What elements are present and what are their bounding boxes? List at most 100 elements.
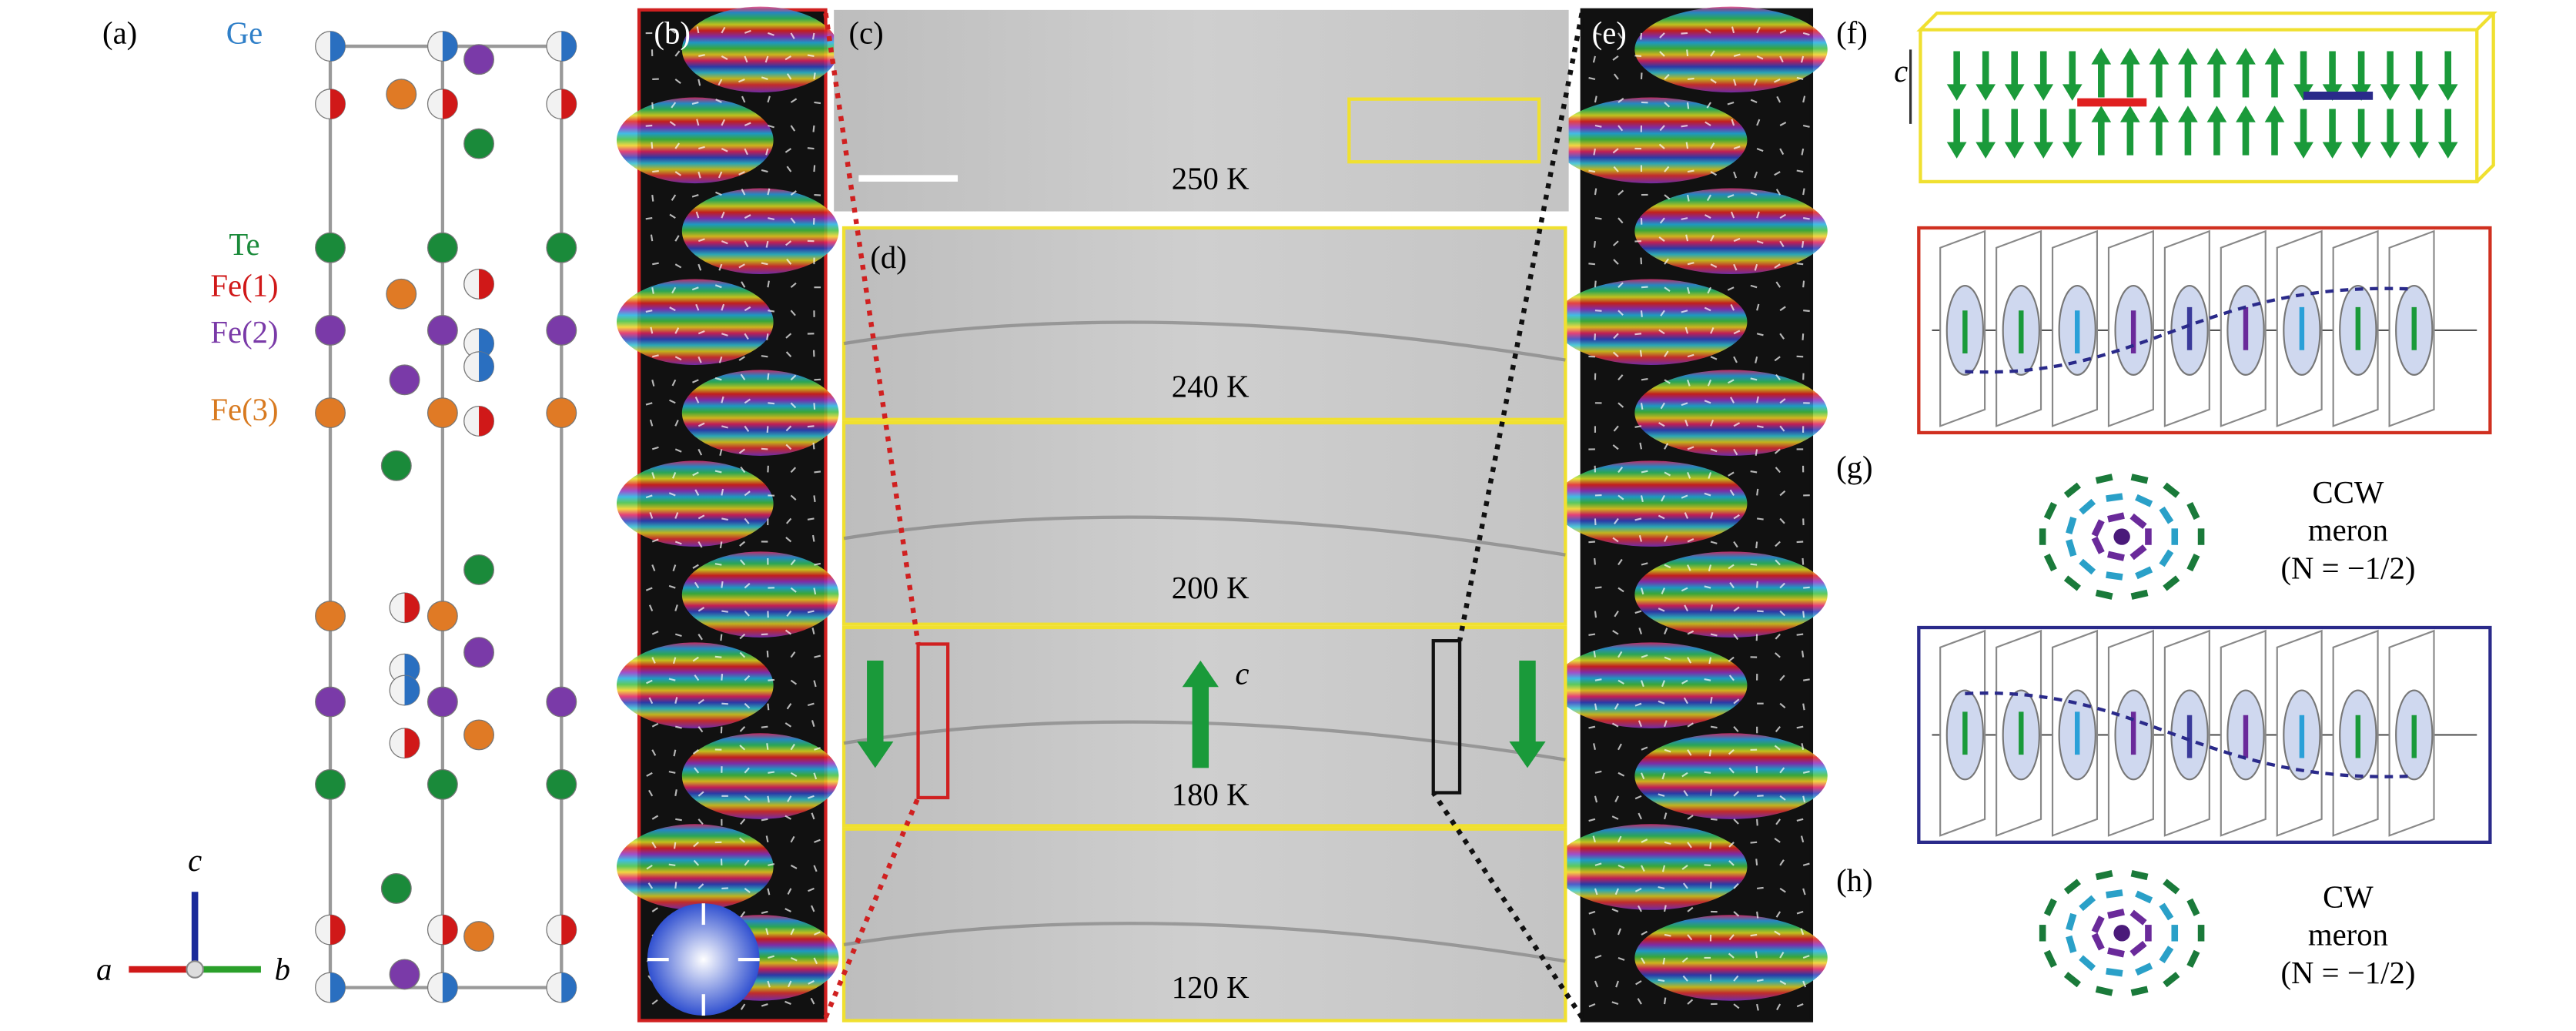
spin-arrow <box>1775 559 1781 566</box>
spin-arrow <box>768 955 774 959</box>
spin-arrow <box>1802 955 1810 959</box>
spin-arrow <box>669 213 676 219</box>
meron-spin <box>2159 946 2174 963</box>
spin-arrow <box>1774 356 1781 362</box>
spin-arrow <box>675 725 682 729</box>
spin-arrow <box>694 489 700 496</box>
spin-arrow <box>1775 189 1781 196</box>
spin-arrow <box>813 957 818 965</box>
spin-arrow <box>740 818 746 825</box>
spin-arrow <box>694 397 700 403</box>
spin-arrow <box>674 263 682 269</box>
spin-arrow <box>1774 448 1781 454</box>
spin-arrow <box>1796 818 1804 822</box>
spin-arrow <box>1796 1003 1804 1008</box>
meron-spin <box>2163 879 2180 895</box>
spin-arrow <box>1755 951 1758 959</box>
spin-arrow <box>1594 518 1597 526</box>
spin-arrow <box>674 633 682 638</box>
meron-spin <box>2066 935 2077 953</box>
meron-spin <box>2159 902 2174 921</box>
spin-arrow <box>1803 586 1810 589</box>
spin-arrow <box>1687 262 1694 266</box>
spin-head <box>1946 84 1967 101</box>
atom <box>315 397 346 429</box>
spin-arrow <box>1613 166 1619 172</box>
atom <box>546 315 577 346</box>
spin-arrow <box>698 330 705 335</box>
spin-arrow <box>1634 610 1642 614</box>
spin-arrow <box>1756 26 1761 34</box>
spin-arrow <box>1687 722 1694 728</box>
spin-arrow <box>786 703 792 710</box>
spin-arrow <box>1618 402 1624 408</box>
meron-spin <box>2135 962 2153 976</box>
spin-arrow <box>790 217 796 224</box>
atom <box>463 554 494 585</box>
spin-arrow <box>738 356 745 361</box>
spin-arrow <box>1802 980 1807 988</box>
spin-arrow <box>1594 678 1602 681</box>
spin-arrow <box>813 165 816 172</box>
spin-arrow <box>790 559 796 566</box>
axis-label: c <box>1894 54 1908 89</box>
atom-half <box>442 915 458 945</box>
spin-arrow <box>1707 286 1712 294</box>
spin-arrow <box>768 310 775 313</box>
vortex <box>681 6 839 93</box>
spin-arrow <box>1733 171 1738 179</box>
meron-spin <box>2163 482 2180 498</box>
spin-arrow <box>1593 743 1596 750</box>
spin-arrow <box>785 1000 791 1006</box>
axis-b: b <box>275 952 290 987</box>
atom-half <box>561 89 577 119</box>
atom-half <box>330 89 346 119</box>
atom-half <box>404 592 420 623</box>
spin-arrow <box>721 333 728 336</box>
spin-arrow <box>1733 514 1740 520</box>
spin-arrow <box>790 772 798 778</box>
panel-label: (b) <box>654 16 691 51</box>
spin-arrow <box>761 725 768 728</box>
panel-label: (e) <box>1592 16 1627 51</box>
spin-arrow <box>785 425 792 432</box>
spin-arrow <box>1618 679 1624 685</box>
spin-arrow <box>1803 217 1810 220</box>
spin-arrow <box>1687 657 1692 664</box>
spin-arrow <box>674 356 682 361</box>
meron-spin <box>2079 895 2096 912</box>
spin-arrow <box>696 119 700 126</box>
atom <box>546 397 577 429</box>
meron-spin <box>2163 575 2180 591</box>
spin-arrow <box>1681 402 1688 407</box>
spin-arrow <box>1802 888 1806 895</box>
spin-arrow <box>744 425 750 432</box>
spin-arrow <box>1796 169 1804 173</box>
meron-core <box>2113 925 2130 942</box>
spin-arrow <box>813 772 818 780</box>
spin-arrow <box>1779 490 1786 497</box>
spin-arrow <box>1733 79 1737 86</box>
spin-arrow <box>1687 379 1691 387</box>
atom <box>315 232 346 263</box>
spin-arrow <box>1775 467 1781 474</box>
spin-arrow <box>1779 398 1786 404</box>
spin-arrow <box>1753 79 1758 86</box>
spin-arrow <box>698 726 704 733</box>
spin-arrow <box>1664 656 1671 661</box>
spin-arrow <box>1779 240 1785 247</box>
spin-arrow <box>1594 557 1597 565</box>
spin-arrow <box>1802 703 1805 711</box>
spin-arrow <box>721 674 724 681</box>
spin-head <box>2119 48 2140 65</box>
spin-head <box>1975 84 1996 101</box>
atom <box>315 315 346 346</box>
spin-arrow <box>1612 537 1619 543</box>
spin-arrow <box>721 148 728 152</box>
spin-arrow <box>786 73 792 80</box>
spin-arrow <box>648 697 654 705</box>
spin-arrow <box>1588 633 1596 636</box>
spin-arrow <box>674 50 681 57</box>
meron-spin <box>2079 558 2096 575</box>
spin-arrow <box>787 980 792 988</box>
